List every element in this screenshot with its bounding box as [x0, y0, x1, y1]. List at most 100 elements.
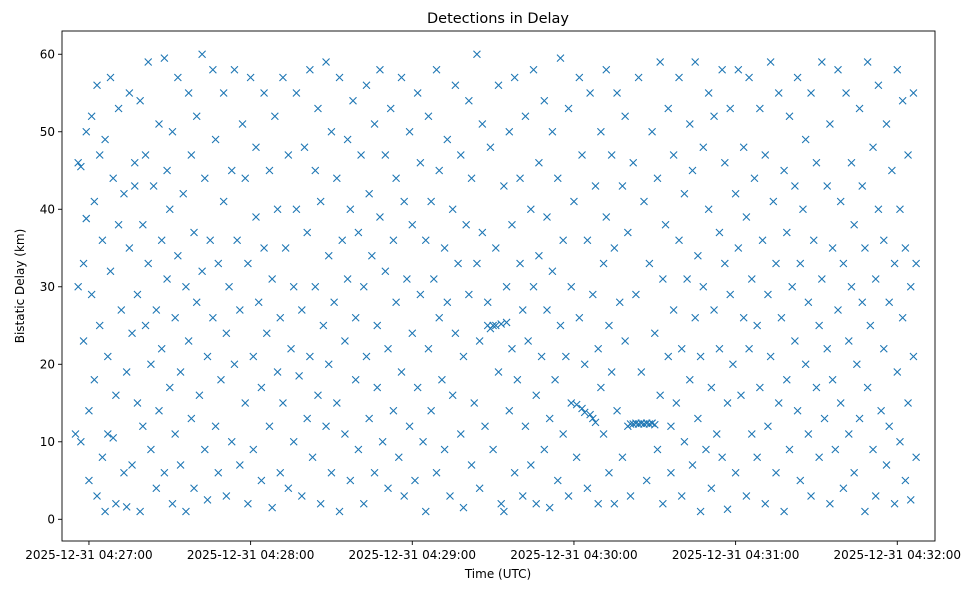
data-point	[464, 290, 473, 299]
data-point	[567, 282, 576, 291]
data-point	[222, 329, 231, 338]
data-point	[376, 213, 384, 221]
data-point	[664, 104, 673, 113]
data-point	[432, 468, 441, 477]
data-point	[176, 461, 185, 469]
data-point	[640, 197, 648, 206]
data-point	[556, 54, 565, 63]
data-point	[723, 399, 732, 407]
data-point	[173, 73, 182, 82]
data-point	[521, 112, 530, 121]
data-point	[669, 151, 678, 159]
data-point	[419, 437, 427, 446]
data-point	[179, 189, 188, 198]
data-point	[464, 96, 473, 105]
data-point	[621, 337, 630, 345]
data-point	[429, 275, 438, 283]
data-point	[607, 368, 616, 376]
data-point	[403, 275, 411, 283]
y-axis-label: Bistatic Delay (km)	[13, 229, 27, 344]
data-point	[171, 313, 180, 322]
data-point	[588, 414, 597, 423]
data-point	[793, 73, 802, 82]
data-point	[650, 329, 659, 338]
data-point	[710, 112, 718, 121]
data-point	[214, 468, 223, 477]
data-point	[284, 484, 293, 493]
data-point	[804, 430, 813, 438]
data-point	[543, 306, 551, 314]
data-point	[90, 197, 99, 206]
data-point	[311, 166, 320, 175]
data-point	[219, 197, 228, 206]
data-point	[260, 244, 268, 252]
data-point	[462, 220, 471, 229]
data-point	[842, 89, 850, 97]
data-point	[187, 151, 196, 159]
data-point	[494, 81, 503, 90]
data-point	[807, 492, 815, 500]
data-point	[392, 298, 400, 307]
plot-area-frame	[61, 30, 936, 542]
data-point	[839, 259, 848, 268]
data-point	[505, 406, 514, 415]
data-point	[704, 89, 713, 97]
data-point	[435, 313, 444, 322]
data-points	[71, 50, 921, 516]
data-point	[184, 89, 193, 97]
data-point	[826, 120, 834, 128]
data-point	[729, 360, 737, 369]
data-point	[109, 174, 118, 183]
data-point	[812, 158, 821, 167]
data-point	[688, 461, 697, 469]
y-axis: 0 10 20 30 40 50 60	[40, 47, 62, 526]
data-point	[230, 65, 239, 74]
data-point	[823, 182, 832, 190]
data-point	[397, 368, 406, 376]
data-point	[780, 507, 788, 516]
x-axis-label: Time (UTC)	[464, 567, 531, 581]
data-point	[815, 321, 824, 330]
data-point	[548, 267, 557, 276]
data-point	[203, 352, 212, 361]
data-point	[561, 352, 570, 361]
y-tick-label: 40	[40, 202, 55, 216]
data-point	[408, 329, 417, 338]
data-point	[470, 399, 479, 407]
data-point	[791, 337, 799, 345]
data-point	[564, 104, 573, 113]
data-point	[386, 104, 395, 113]
data-point	[529, 282, 538, 291]
data-point	[629, 158, 638, 167]
data-point	[513, 375, 522, 384]
data-point	[144, 259, 153, 268]
data-point	[766, 352, 775, 361]
data-point	[804, 298, 813, 307]
data-point	[190, 484, 198, 493]
data-point	[341, 430, 349, 438]
data-point	[413, 383, 422, 392]
data-point	[373, 321, 382, 330]
data-point	[545, 414, 554, 423]
data-point	[157, 344, 166, 353]
data-point	[362, 352, 371, 361]
data-point	[553, 476, 562, 485]
data-point	[605, 468, 613, 477]
data-point	[755, 383, 764, 392]
data-point	[257, 383, 266, 392]
data-point	[103, 430, 112, 438]
data-point	[244, 499, 252, 508]
data-point	[653, 174, 662, 183]
data-point	[270, 112, 279, 121]
data-point	[836, 197, 845, 206]
data-point	[518, 492, 527, 500]
data-point	[618, 453, 627, 462]
data-point	[182, 282, 190, 291]
data-point	[341, 337, 349, 345]
data-point	[128, 461, 136, 469]
data-point	[235, 461, 244, 469]
data-point	[314, 391, 322, 400]
data-point	[147, 445, 155, 454]
data-point	[826, 499, 834, 508]
data-point	[319, 321, 328, 330]
